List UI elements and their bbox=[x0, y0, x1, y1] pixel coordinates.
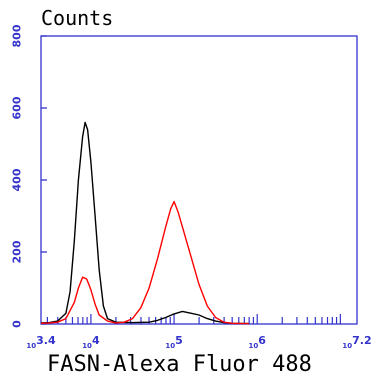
y-tick-label: 0 bbox=[11, 320, 24, 328]
x-tick-label: 105 bbox=[165, 334, 182, 350]
x-tick-label: 106 bbox=[249, 334, 267, 350]
y-tick-label: 200 bbox=[11, 240, 24, 263]
x-ticks: 103.4 104 105 106 107.2 bbox=[26, 314, 372, 350]
y-tick-label: 600 bbox=[11, 96, 24, 119]
x-tick-label: 107.2 bbox=[342, 334, 371, 350]
series-line-2 bbox=[40, 200, 249, 325]
x-tick-label: 104 bbox=[82, 334, 100, 350]
y-tick-label: 400 bbox=[11, 168, 24, 191]
y-ticks: 0 200 400 600 800 bbox=[11, 24, 47, 328]
series-group bbox=[40, 121, 249, 325]
y-tick-label: 800 bbox=[11, 24, 24, 47]
x-axis-label: FASN-Alexa Fluor 488 bbox=[47, 352, 312, 377]
y-axis-label: Counts bbox=[41, 6, 113, 30]
series-line-1 bbox=[40, 121, 249, 325]
plot-frame bbox=[40, 35, 358, 325]
x-tick-label: 103.4 bbox=[26, 334, 56, 350]
